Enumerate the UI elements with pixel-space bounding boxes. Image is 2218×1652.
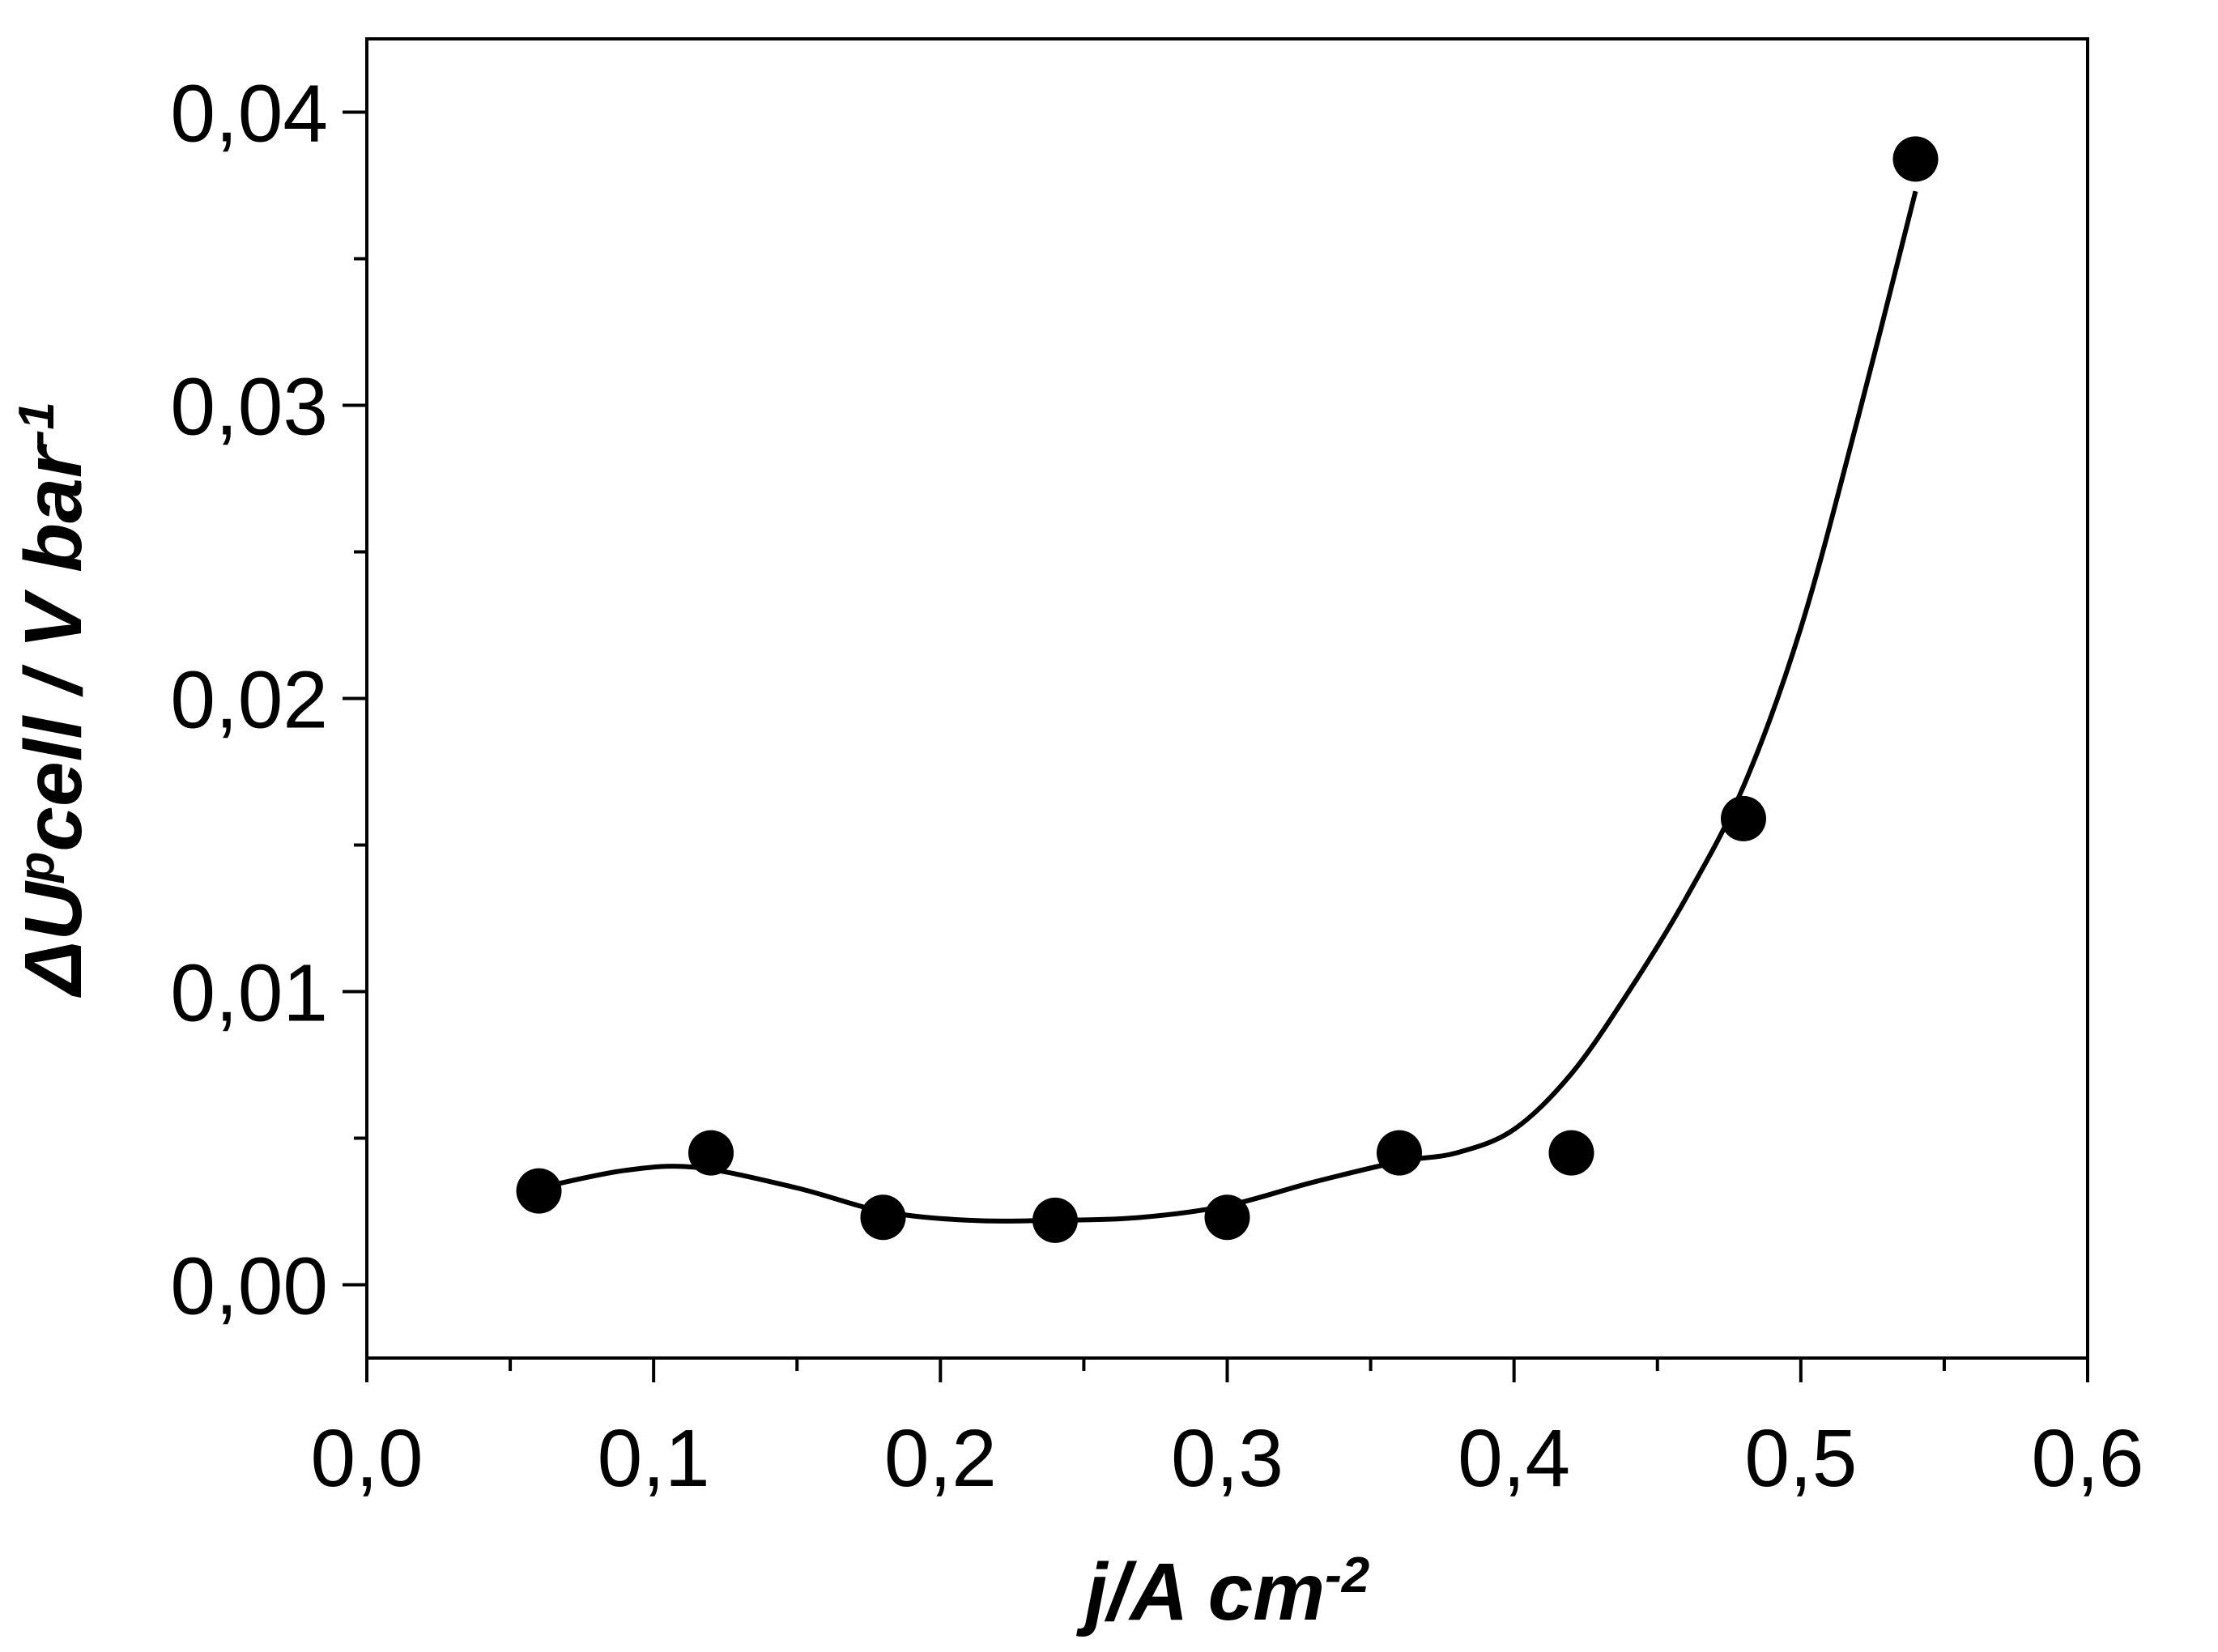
data-point <box>1892 136 1939 182</box>
x-tick-label: 0,3 <box>1171 1413 1284 1504</box>
x-axis-title-superscript: -2 <box>1325 1548 1369 1603</box>
x-tick-label: 0,4 <box>1458 1413 1570 1504</box>
data-point <box>1204 1194 1250 1241</box>
y-axis-title-prefix: ΔU <box>8 880 99 998</box>
data-point <box>1032 1197 1078 1243</box>
data-point <box>516 1168 562 1214</box>
x-tick-label: 0,0 <box>310 1413 423 1504</box>
axis-ticks <box>343 110 2089 1382</box>
y-axis-title-superscript-end: -1 <box>9 402 65 446</box>
data-point <box>860 1194 906 1241</box>
y-axis-title: ΔUpcell / V bar-1 <box>8 402 99 998</box>
y-axis-title-superscript-p: p <box>9 852 65 884</box>
y-tick-label: 0,00 <box>170 1241 328 1332</box>
x-tick-label: 0,6 <box>2031 1413 2143 1504</box>
y-tick-label: 0,03 <box>170 362 328 453</box>
x-tick-label: 0,5 <box>1744 1413 1857 1504</box>
y-tick-label: 0,04 <box>170 69 328 160</box>
x-tick-label: 0,1 <box>598 1413 710 1504</box>
data-point <box>1548 1130 1594 1176</box>
x-tick-label: 0,2 <box>884 1413 997 1504</box>
plot-frame <box>365 37 2089 1360</box>
y-axis-title-middle: cell / V bar <box>8 442 99 851</box>
y-tick-label: 0,02 <box>170 655 328 746</box>
data-points-layer <box>516 136 1939 1243</box>
y-tick-label: 0,01 <box>170 948 328 1039</box>
data-point <box>688 1130 734 1176</box>
x-axis-title: j/A cm-2 <box>1076 1547 1370 1637</box>
data-point <box>1721 795 1766 841</box>
x-axis-title-main: j/A cm <box>1076 1547 1325 1637</box>
data-point <box>1377 1130 1422 1176</box>
tick-labels: 0,0 0,1 0,2 0,3 0,4 0,5 0,6 0,00 0,01 0,02 0,03 0,0… <box>170 69 2143 1505</box>
